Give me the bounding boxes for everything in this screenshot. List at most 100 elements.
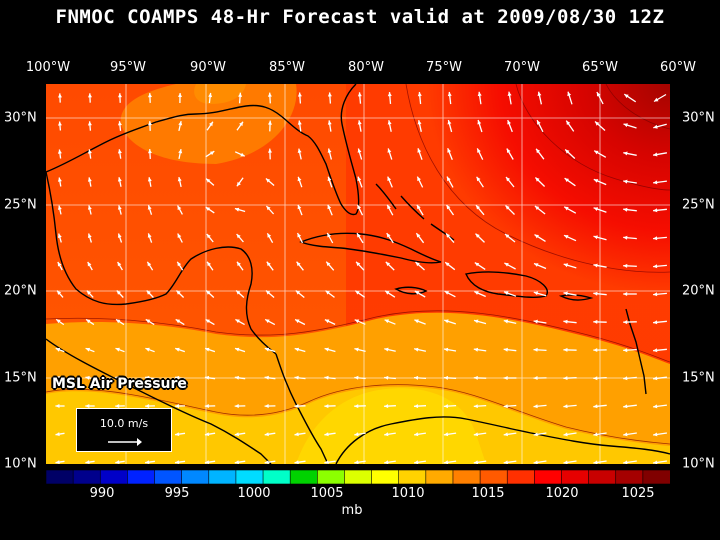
wind-vector-head	[503, 376, 508, 380]
colorbar-segment	[534, 470, 563, 484]
wind-vector-head	[148, 121, 152, 126]
wind-vector-head	[208, 92, 213, 98]
map-title: FNMOC COAMPS 48-Hr Forecast valid at 200…	[55, 6, 665, 28]
wind-vector-head	[503, 404, 508, 409]
wind-vector-head	[147, 205, 152, 210]
wind-vector-head	[264, 375, 269, 380]
wind-vector-head	[593, 291, 598, 296]
wind-vector-head	[357, 176, 362, 182]
wind-vector-head	[56, 319, 61, 324]
wind-vector-head	[354, 319, 360, 324]
colorbar-segment	[316, 470, 346, 484]
lat-label: 30°N	[4, 110, 37, 126]
wind-vector-head	[477, 148, 481, 153]
wind-vector-head	[563, 460, 568, 464]
wind-vector-head	[88, 93, 92, 98]
wind-vector-head	[534, 206, 540, 211]
wind-vector-head	[653, 376, 658, 381]
layer-label: MSL Air Pressure	[52, 376, 187, 392]
wind-vector-head	[533, 404, 538, 409]
wind-vector-head	[265, 178, 271, 183]
wind-vector-head	[473, 404, 478, 409]
wind-vector-head	[624, 94, 629, 99]
wind-vector-head	[297, 176, 302, 182]
wind-vector-head	[118, 93, 122, 98]
wind-vector-head	[623, 320, 628, 325]
colorbar-segment	[72, 470, 102, 484]
wind-vector-head	[324, 432, 329, 437]
wind-vector-head	[85, 347, 91, 352]
wind-vector-head	[356, 261, 361, 267]
lon-label: 70°W	[504, 60, 540, 75]
colorbar-tick-label: 990	[89, 486, 115, 501]
lon-label: 75°W	[426, 60, 462, 75]
wind-vector-head	[207, 261, 211, 267]
wind-vector-head	[477, 120, 482, 125]
wind-vector-head	[653, 208, 658, 213]
colorbar-segment	[506, 470, 536, 484]
wind-vector-head	[264, 404, 269, 408]
wind-vector-head	[474, 319, 479, 324]
wind-vector-head	[653, 124, 658, 129]
wind-vector-head	[653, 432, 658, 437]
wind-vector-head	[205, 347, 210, 352]
wind-vector-head	[534, 234, 539, 239]
wind-vector-head	[236, 290, 241, 295]
colorbar-segment	[289, 470, 319, 484]
wind-vector-head	[326, 261, 331, 267]
colorbar-segment	[154, 470, 183, 484]
wind-vector-head	[327, 92, 332, 97]
wind-vector-head	[533, 291, 539, 296]
wind-vector-head	[534, 263, 539, 267]
wind-vector-head	[234, 404, 239, 408]
wind-vector-head	[177, 205, 182, 211]
wind-vector-head	[507, 91, 512, 96]
wind-vector-head	[145, 347, 150, 352]
wind-vector-head	[117, 149, 122, 154]
wind-vector-head	[623, 235, 628, 240]
wind-vector-head	[295, 290, 301, 295]
wind-vector-head	[115, 460, 120, 464]
wind-vector-head	[324, 375, 329, 380]
wind-vector-head	[87, 205, 92, 210]
wind-vector-head	[357, 148, 362, 153]
lon-label: 100°W	[25, 60, 71, 75]
colorbar-segment	[208, 470, 237, 484]
colorbar-segment	[99, 470, 129, 484]
wind-vector-head	[416, 204, 421, 210]
colorbar-segment	[127, 470, 156, 484]
wind-vector-head	[414, 460, 419, 464]
wind-vector-head	[564, 235, 569, 239]
wind-vector-head	[264, 432, 269, 437]
wind-vector-head	[204, 375, 210, 380]
wind-vector-head	[234, 375, 239, 380]
wind-vector-head	[504, 291, 509, 296]
colorbar-segment	[425, 470, 454, 484]
colorbar-segment	[588, 470, 617, 484]
wind-vector-head	[653, 236, 658, 241]
wind-vector-head	[653, 348, 658, 353]
wind-vector-head	[593, 263, 598, 268]
wind-vector-head	[414, 432, 419, 437]
lat-label: 25°N	[4, 197, 37, 213]
wind-vector-head	[175, 319, 181, 324]
colorbar-tick-label: 995	[164, 486, 190, 501]
wind-vector-head	[415, 262, 420, 267]
wind-vector-head	[357, 120, 362, 125]
wind-vector-head	[55, 460, 60, 464]
wind-vector-head	[473, 432, 479, 437]
wind-vector-head	[503, 460, 508, 464]
wind-vector-head	[209, 151, 215, 156]
wind-vector-head	[385, 290, 390, 295]
wind-vector-head	[386, 233, 391, 238]
wind-vector-head	[87, 149, 92, 154]
wind-vector-head	[593, 319, 598, 324]
wind-vector-head	[653, 264, 658, 269]
wind-vector-head	[87, 121, 92, 126]
wind-vector-head	[414, 375, 419, 380]
wind-vector-head	[324, 319, 330, 324]
wind-vector-arrow-icon	[108, 438, 142, 446]
wind-vector-head	[563, 404, 568, 409]
lat-label: 15°N	[682, 370, 715, 386]
wind-vector-head	[447, 176, 451, 182]
